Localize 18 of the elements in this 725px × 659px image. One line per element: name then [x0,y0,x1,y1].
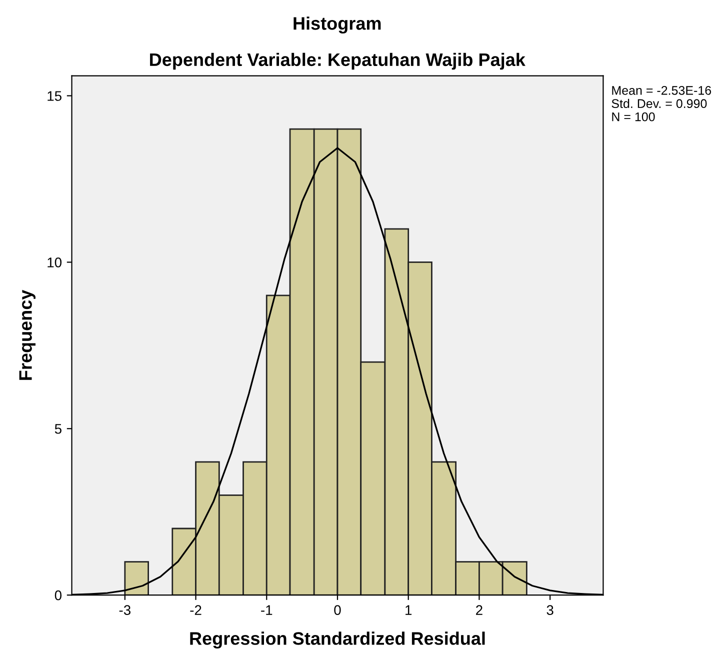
y-tick-label: 5 [54,424,62,434]
y-tick-label: 15 [48,91,62,101]
x-axis-title: Regression Standardized Residual [190,632,485,649]
y-tick-label: 0 [54,590,62,600]
chart-subtitle: Dependent Variable: Kepatuhan Wajib Pajak [150,52,526,70]
text: Mean = -2.53E-16 [612,86,712,95]
y-tick-label: 10 [48,258,62,268]
text: Std. Dev. = 0.990 [612,98,707,108]
x-tick-label: -2 [190,605,202,615]
chart-title: Histogram [294,16,381,34]
x-tick-label: 0 [334,605,341,615]
y-axis-title: Frequency [19,290,36,380]
x-tick-label: -1 [261,605,272,615]
x-tick-label: -3 [119,605,130,615]
x-tick-label: 1 [406,605,412,615]
text: N = 100 [612,112,655,122]
x-tick-label: 2 [476,605,482,615]
x-tick-label: 3 [546,605,554,615]
